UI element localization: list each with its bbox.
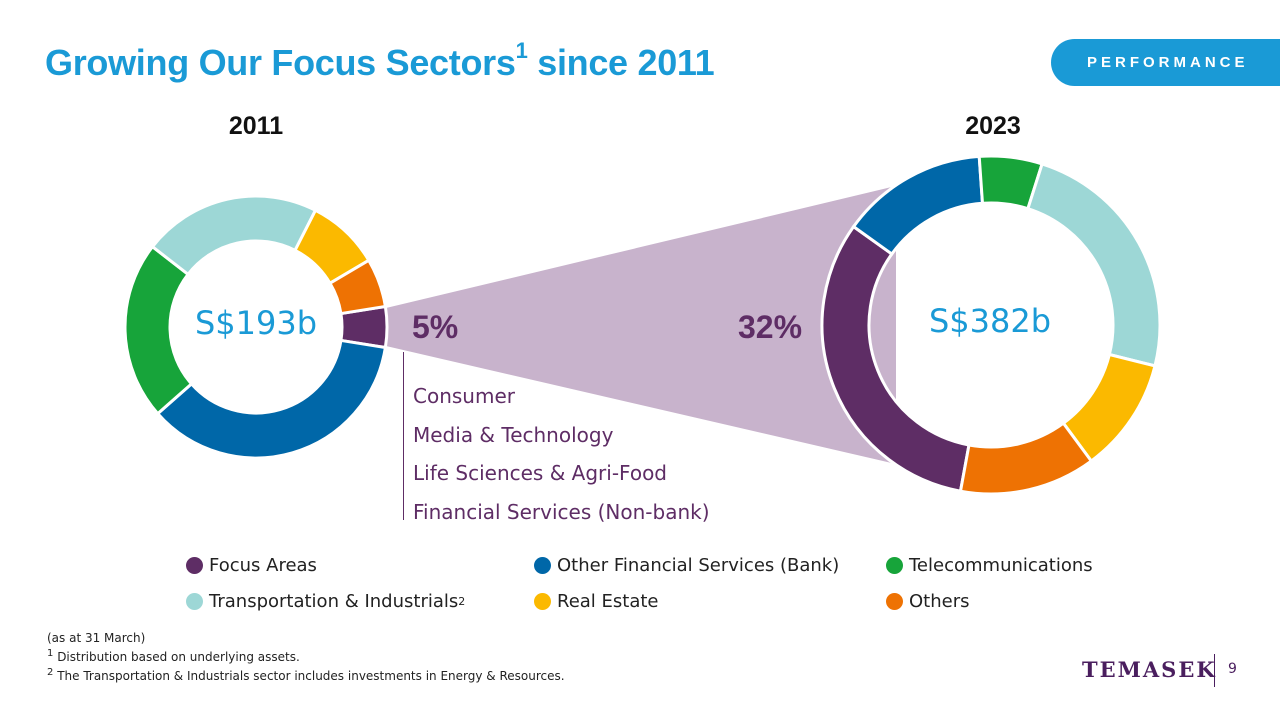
focus-sector-item: Financial Services (Non-bank) xyxy=(413,499,710,524)
legend-dot-icon xyxy=(534,557,551,574)
legend-dot-icon xyxy=(534,593,551,610)
focus-pct-2023: 32% xyxy=(738,309,803,345)
title-text: Growing Our Focus Sectors xyxy=(45,42,516,83)
legend-dot-icon xyxy=(186,593,203,610)
footnotes: (as at 31 March) 1 Distribution based on… xyxy=(47,630,565,684)
focus-sector-item: Consumer xyxy=(413,384,515,408)
legend-dot-icon xyxy=(886,593,903,610)
donut-slice-others xyxy=(958,421,1094,496)
legend-transportation-industrials: Transportation & Industrials 2 xyxy=(186,591,465,612)
footnote-1: 1 Distribution based on underlying asset… xyxy=(47,648,300,664)
donut-slice-focus-areas xyxy=(820,224,971,493)
donut-slice-other-financial-services-bank xyxy=(851,154,985,257)
legend-others: Others xyxy=(886,591,970,612)
footnote-asat: (as at 31 March) xyxy=(47,631,146,645)
legend-telecommunications: Telecommunications xyxy=(886,555,1093,576)
focus-sectors-list: Consumer Media & Technology Life Science… xyxy=(413,378,710,532)
focus-pct-2011: 5% xyxy=(412,309,459,345)
focus-sector-item: Media & Technology xyxy=(413,422,614,447)
focus-list-divider xyxy=(403,352,404,520)
legend-dot-icon xyxy=(886,557,903,574)
legend-real-estate: Real Estate xyxy=(534,591,659,612)
total-2023: S$382b xyxy=(928,302,1052,340)
footer-divider xyxy=(1214,654,1215,687)
donut-2023 xyxy=(820,154,1162,496)
donut-slice-others xyxy=(327,258,388,316)
year-2011-label: 2011 xyxy=(228,112,284,140)
legend-other-financial-services: Other Financial Services (Bank) xyxy=(534,555,839,576)
title-footnote-marker: 1 xyxy=(515,38,528,63)
focus-connector xyxy=(386,186,896,464)
section-badge: PERFORMANCE xyxy=(1051,39,1280,86)
donut-slice-other-financial-services-bank xyxy=(155,338,388,460)
year-2023-label: 2023 xyxy=(965,112,1021,140)
page-title: Growing Our Focus Sectors1 since 2011 xyxy=(45,38,715,84)
focus-sector-item: Life Sciences & Agri-Food xyxy=(413,461,667,485)
donut-slice-transportation-industrials xyxy=(150,194,318,277)
donut-2011 xyxy=(123,194,389,460)
legend-dot-icon xyxy=(186,557,203,574)
temasek-logo: TEMASEK xyxy=(1082,657,1217,682)
legend-focus-areas: Focus Areas xyxy=(186,555,317,576)
title-tail: since 2011 xyxy=(527,42,715,83)
total-2011: S$193b xyxy=(194,304,318,342)
page-number: 9 xyxy=(1228,661,1237,677)
footnote-2: 2 The Transportation & Industrials secto… xyxy=(47,667,565,683)
